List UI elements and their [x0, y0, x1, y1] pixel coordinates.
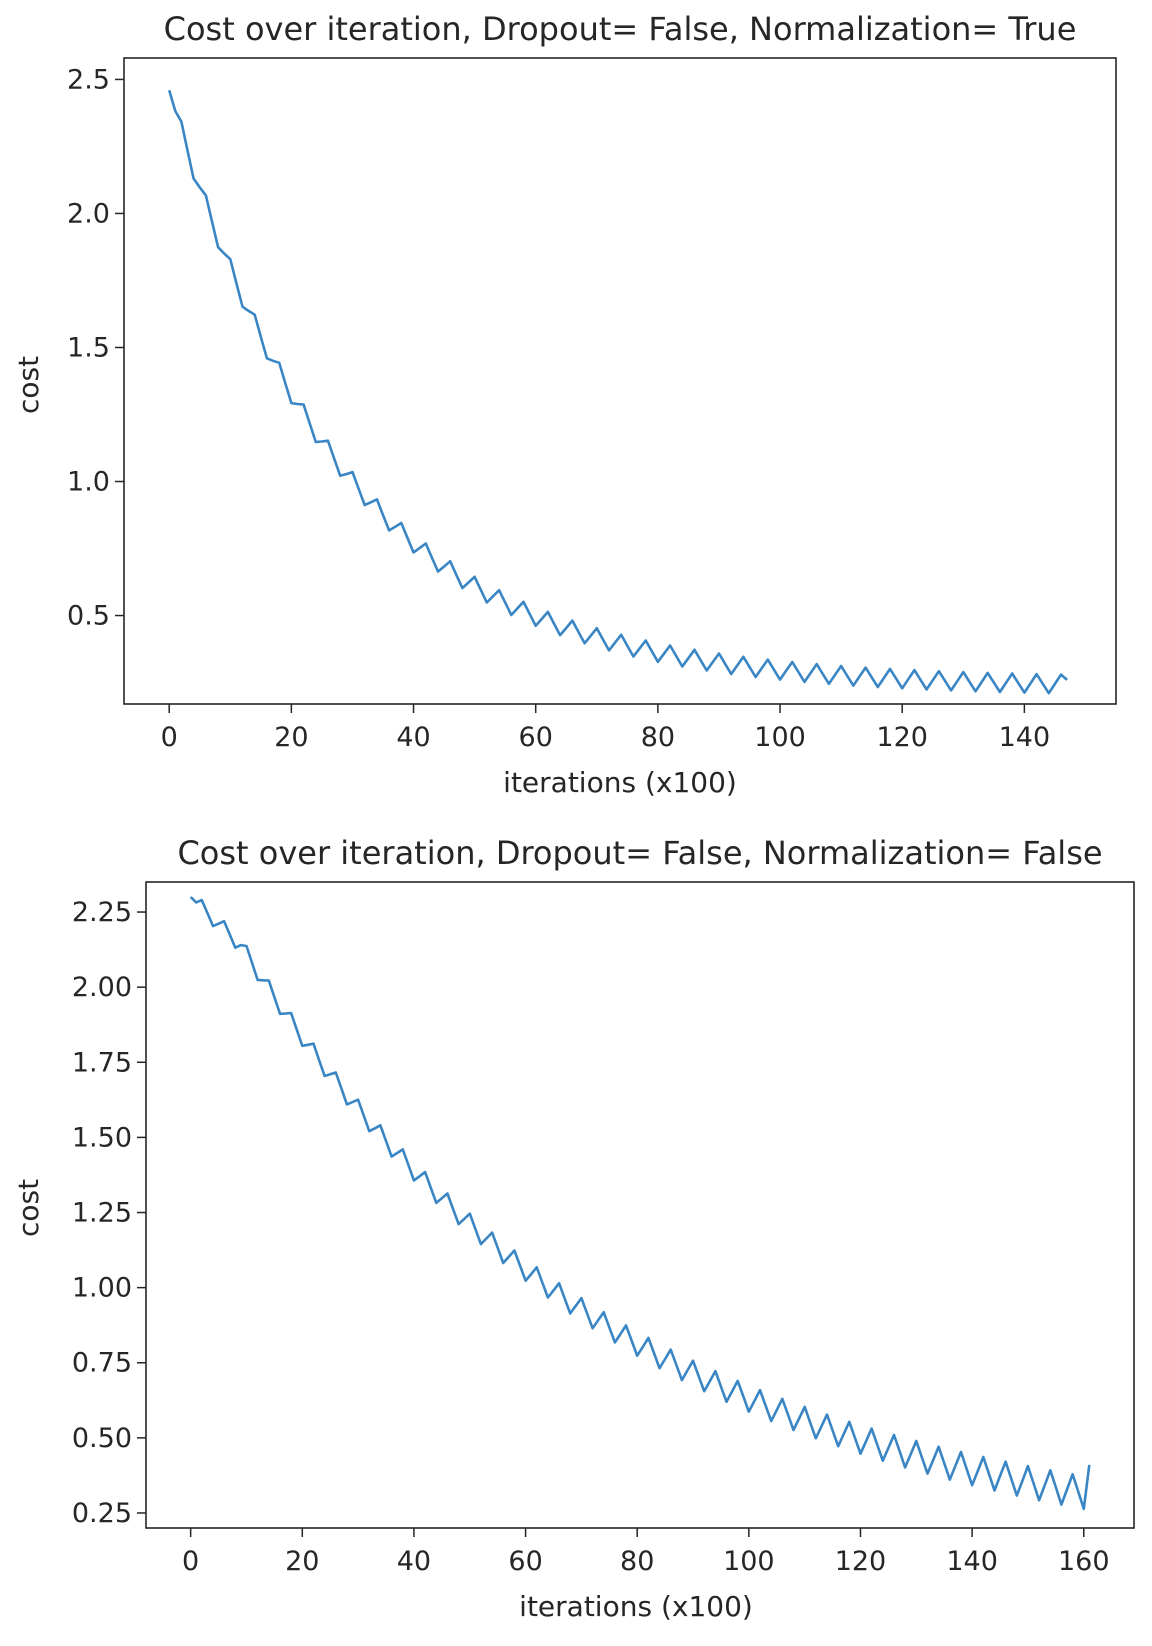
chart-1-y-tick-label: 2.5 — [67, 64, 110, 95]
chart-1-y-tick-label: 1.5 — [67, 332, 110, 363]
chart-2-x-tick-label: 60 — [508, 1546, 542, 1577]
chart-2-y-tick-label: 2.25 — [72, 897, 132, 928]
chart-2-y-ticks: 0.25 0.50 0.75 1.00 1.25 1.50 1.75 2.00 2.25 — [72, 897, 146, 1529]
chart-2-x-tick-label: 100 — [723, 1546, 775, 1577]
chart-1-y-axis-label: cost — [12, 356, 45, 414]
chart-2-x-tick-label: 0 — [182, 1546, 199, 1577]
chart-1-x-tick-label: 0 — [161, 722, 178, 753]
chart-1-title: Cost over iteration, Dropout= False, Nor… — [164, 10, 1077, 48]
chart-1-x-tick-label: 120 — [876, 722, 928, 753]
chart-2-y-tick-label: 2.00 — [72, 972, 132, 1003]
chart-1-y-tick-label: 1.0 — [67, 467, 110, 498]
chart-1-y-tick-label: 2.0 — [67, 198, 110, 229]
chart-2-y-axis-label: cost — [12, 1179, 45, 1237]
chart-2-cost-line — [189, 896, 1091, 1511]
chart-1-x-tick-label: 140 — [999, 722, 1051, 753]
chart-1-x-tick-label: 20 — [274, 722, 308, 753]
chart-2-x-tick-label: 140 — [946, 1546, 998, 1577]
chart-2-y-tick-label: 0.25 — [72, 1498, 132, 1529]
chart-2-plot-area — [189, 896, 1091, 1511]
chart-2-y-tick-label: 1.25 — [72, 1198, 132, 1229]
chart-1-axes-frame — [123, 57, 1117, 705]
chart-1-plot-area — [167, 89, 1068, 695]
chart-1-y-tick-label: 0.5 — [67, 601, 110, 632]
chart-2-x-tick-label: 80 — [620, 1546, 654, 1577]
chart-2-x-tick-label: 120 — [835, 1546, 887, 1577]
chart-2-y-tick-label: 1.00 — [72, 1273, 132, 1304]
chart-2-y-tick-label: 1.75 — [72, 1047, 132, 1078]
chart-2-x-axis-label: iterations (x100) — [519, 1590, 753, 1623]
chart-1-cost-line — [167, 89, 1068, 695]
chart-2-x-ticks: 0 20 40 60 80 100 120 140 160 — [182, 1528, 1110, 1577]
chart-1-x-tick-label: 40 — [396, 722, 430, 753]
chart-2-x-tick-label: 20 — [285, 1546, 319, 1577]
chart-2-title: Cost over iteration, Dropout= False, Nor… — [177, 834, 1102, 872]
chart-1-x-ticks: 0 20 40 60 80 100 120 140 — [161, 704, 1051, 753]
chart-1-x-tick-label: 100 — [754, 722, 806, 753]
chart-2-x-tick-label: 160 — [1058, 1546, 1110, 1577]
chart-2-y-tick-label: 1.50 — [72, 1122, 132, 1153]
chart-2-y-tick-label: 0.50 — [72, 1423, 132, 1454]
chart-2-axes-frame — [145, 881, 1135, 1529]
chart-2-y-tick-label: 0.75 — [72, 1348, 132, 1379]
chart-2-x-tick-label: 40 — [397, 1546, 431, 1577]
chart-1-x-tick-label: 60 — [519, 722, 553, 753]
chart-1: Cost over iteration, Dropout= False, Nor… — [12, 10, 1117, 799]
chart-1-x-axis-label: iterations (x100) — [503, 766, 737, 799]
chart-1-y-ticks: 0.5 1.0 1.5 2.0 2.5 — [67, 64, 124, 632]
chart-1-x-tick-label: 80 — [641, 722, 675, 753]
chart-2: Cost over iteration, Dropout= False, Nor… — [12, 834, 1135, 1623]
